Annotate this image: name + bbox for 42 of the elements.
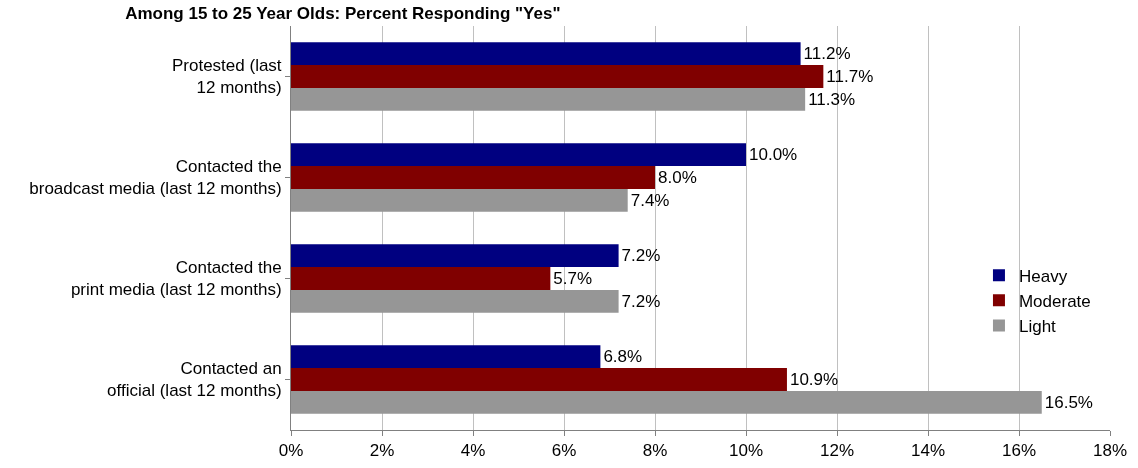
legend-label: Heavy: [1018, 266, 1068, 286]
y-tick-label: Contacted the print media (last 12 months): [70, 258, 282, 300]
data-label: 16.5%: [1044, 392, 1093, 412]
y-tick-label: Protested (last 12 months): [171, 56, 282, 98]
bar: [291, 390, 1042, 414]
data-label: 11.3%: [808, 89, 856, 109]
x-tick-label: 6%: [551, 441, 577, 461]
data-label: 7.2%: [621, 246, 661, 266]
data-label: 5.7%: [553, 269, 593, 288]
bar: [291, 188, 628, 212]
data-label: 10.0%: [749, 145, 798, 165]
data-label: 10.9%: [789, 370, 839, 389]
x-tick-label: 10%: [728, 441, 764, 461]
x-tick-label: 0%: [278, 441, 304, 461]
data-label: 7.4%: [630, 190, 670, 210]
x-tick-label: 2%: [369, 441, 395, 461]
bar: [291, 244, 619, 268]
bar: [291, 368, 787, 391]
bar: [291, 87, 806, 111]
bar: [291, 289, 619, 313]
y-tick-label: Contacted the broadcast media (last 12 months): [29, 157, 282, 199]
x-tick-label: 8%: [642, 441, 668, 461]
x-tick-label: 18%: [1092, 441, 1128, 461]
legend-label: Moderate: [1018, 292, 1091, 311]
data-label: 7.2%: [621, 291, 661, 311]
x-tick-label: 12%: [819, 441, 855, 461]
chart-title: Among 15 to 25 Year Olds: Percent Responding "Yes": [125, 3, 561, 23]
bar: [291, 65, 824, 88]
y-tick-label: Contacted an official (last 12 months): [107, 359, 282, 401]
data-label: 11.7%: [826, 67, 874, 86]
bar: [291, 267, 551, 290]
data-label: 8.0%: [658, 168, 697, 187]
bar: [291, 42, 801, 66]
bar: [291, 166, 655, 189]
bar: [291, 345, 601, 369]
data-label: 11.2%: [803, 44, 851, 64]
data-label: 6.8%: [603, 347, 643, 367]
bar: [291, 143, 746, 167]
x-tick-label: 4%: [460, 441, 486, 461]
legend-label: Light: [1018, 317, 1057, 337]
x-tick-label: 16%: [1001, 441, 1037, 461]
x-tick-label: 14%: [910, 441, 946, 461]
